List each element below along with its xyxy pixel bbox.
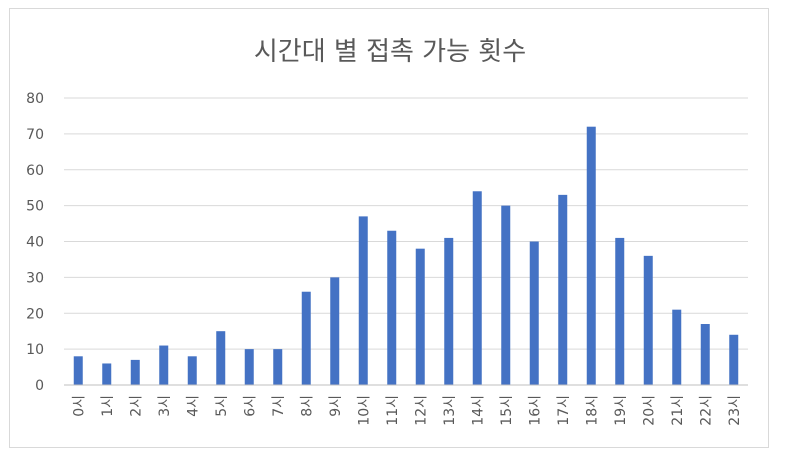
bar-18 (586, 126, 596, 385)
x-tick-label: 19시 (613, 395, 629, 426)
x-tick-label: 9시 (328, 395, 344, 417)
x-tick-label: 17시 (556, 395, 572, 426)
bar-7 (273, 349, 283, 385)
bar-8 (301, 291, 311, 385)
x-tick-label: 12시 (413, 395, 429, 426)
y-tick-label: 10 (26, 342, 44, 358)
y-tick-label: 50 (26, 199, 44, 215)
x-tick-label: 22시 (698, 395, 714, 426)
bar-10 (358, 216, 368, 385)
y-tick-label: 30 (26, 270, 44, 286)
y-tick-label: 60 (26, 163, 44, 179)
gridlines (64, 97, 748, 350)
x-tick-label: 7시 (271, 395, 287, 417)
x-tick-label: 15시 (499, 395, 515, 426)
x-tick-label: 16시 (527, 395, 543, 426)
x-tick-label: 6시 (242, 395, 258, 417)
x-tick-label: 1시 (100, 395, 116, 417)
x-tick-label: 18시 (584, 395, 600, 426)
bar-3 (159, 345, 169, 385)
x-tick-label: 0시 (71, 395, 87, 417)
bar-22 (700, 324, 710, 385)
bar-20 (643, 255, 653, 385)
bar-11 (387, 230, 397, 385)
bar-19 (615, 237, 625, 385)
x-tick-label: 4시 (185, 395, 201, 417)
x-tick-label: 20시 (641, 395, 657, 426)
y-axis-ticks: 0 10 20 30 40 50 60 70 80 (26, 91, 44, 394)
y-tick-label: 20 (26, 306, 44, 322)
bar-0 (73, 356, 83, 385)
x-tick-label: 14시 (470, 395, 486, 426)
x-axis-ticks: 0시 1시 2시 3시 4시 5시 6시 7시 8시 9시 10시 11시 12시 13시 14시 15시 16… (71, 395, 743, 426)
bar-16 (529, 241, 539, 385)
bar-4 (187, 356, 197, 385)
x-tick-label: 23시 (727, 395, 743, 426)
x-tick-label: 3시 (157, 395, 173, 417)
bar-21 (672, 309, 682, 385)
y-tick-label: 0 (35, 378, 44, 394)
x-tick-label: 21시 (670, 395, 686, 426)
bar-2 (130, 359, 140, 385)
y-tick-label: 70 (26, 127, 44, 143)
bars (73, 126, 739, 385)
y-tick-label: 80 (26, 91, 44, 107)
x-tick-label: 10시 (356, 395, 372, 426)
bar-15 (501, 205, 511, 385)
bar-5 (216, 331, 226, 385)
x-tick-label: 11시 (385, 395, 401, 426)
bar-6 (244, 349, 254, 385)
x-tick-label: 2시 (128, 395, 144, 417)
bar-12 (415, 248, 425, 385)
bar-9 (330, 277, 340, 385)
bar-23 (729, 334, 739, 385)
bar-13 (444, 237, 454, 385)
bar-14 (472, 191, 482, 385)
x-tick-label: 13시 (442, 395, 458, 426)
x-tick-label: 8시 (299, 395, 315, 417)
x-tick-label: 5시 (214, 395, 230, 417)
chart-title: 시간대 별 접촉 가능 횟수 (254, 37, 526, 67)
bar-17 (558, 194, 568, 385)
bar-1 (102, 363, 112, 385)
y-tick-label: 40 (26, 235, 44, 251)
